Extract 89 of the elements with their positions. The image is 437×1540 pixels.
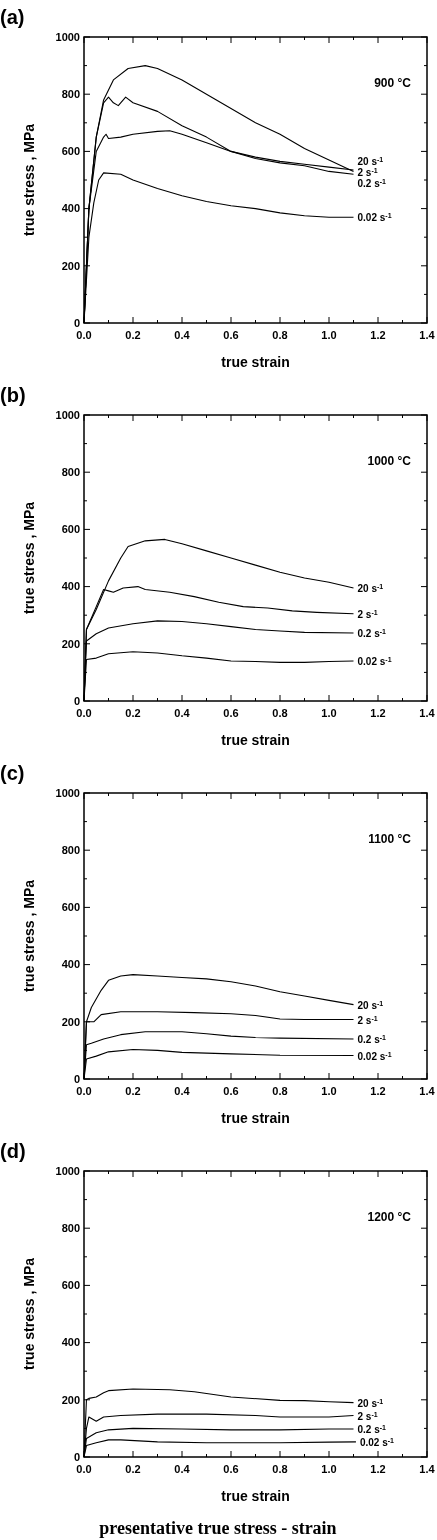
x-tick-label: 1.0 bbox=[321, 1463, 337, 1475]
y-axis-title: true stress , MPa bbox=[21, 501, 37, 615]
series-label: 2 s$^{-1}$ bbox=[357, 608, 378, 620]
y-tick-label: 1000 bbox=[55, 408, 80, 421]
y-tick-label: 400 bbox=[61, 580, 80, 593]
series-label: 0.02 s$^{-1}$ bbox=[359, 1436, 395, 1448]
y-tick-label: 1000 bbox=[55, 786, 80, 799]
y-tick-label: 400 bbox=[61, 958, 80, 971]
y-tick-label: 600 bbox=[61, 1279, 80, 1292]
series-label: 0.2 s$^{-1}$ bbox=[357, 177, 387, 189]
y-tick-label: 200 bbox=[61, 1015, 80, 1028]
y-axis-title: true stress , MPa bbox=[21, 123, 37, 237]
chart-title: (b) bbox=[0, 384, 26, 406]
chart-title: (a) bbox=[0, 6, 25, 28]
x-tick-label: 0.4 bbox=[174, 1085, 191, 1097]
annotation: 1100 °C bbox=[368, 832, 412, 846]
x-tick-label: 0.0 bbox=[76, 329, 92, 341]
x-axis-title: true strain bbox=[221, 1488, 290, 1504]
x-tick-label: 0.2 bbox=[125, 329, 141, 341]
x-tick-label: 0.6 bbox=[223, 1085, 239, 1097]
y-tick-label: 0 bbox=[73, 1450, 80, 1463]
x-tick-label: 1.2 bbox=[370, 1463, 386, 1475]
y-tick-label: 600 bbox=[61, 901, 80, 914]
series-label: 0.02 s$^{-1}$ bbox=[357, 1050, 392, 1062]
x-tick-label: 0.6 bbox=[223, 329, 239, 341]
series-label: 0.2 s$^{-1}$ bbox=[357, 1423, 387, 1435]
y-tick-label: 0 bbox=[73, 694, 80, 707]
x-axis-title: true strain bbox=[221, 1110, 290, 1126]
x-tick-label: 1.4 bbox=[419, 1463, 436, 1475]
y-tick-label: 200 bbox=[61, 637, 80, 650]
x-tick-label: 1.4 bbox=[419, 1085, 436, 1097]
y-tick-label: 0 bbox=[73, 1072, 80, 1085]
series-label: 0.02 s$^{-1}$ bbox=[357, 211, 392, 224]
x-tick-label: 0.6 bbox=[223, 1463, 239, 1475]
x-tick-label: 1.4 bbox=[419, 329, 436, 341]
y-tick-label: 1000 bbox=[55, 1164, 80, 1177]
x-axis-title: true strain bbox=[221, 732, 290, 748]
chart-title: (d) bbox=[0, 1140, 26, 1162]
x-tick-label: 0.8 bbox=[272, 329, 288, 341]
y-tick-label: 0 bbox=[73, 316, 80, 329]
series-label: 2 s$^{-1}$ bbox=[357, 1014, 378, 1026]
y-tick-label: 200 bbox=[61, 259, 80, 272]
x-tick-label: 1.2 bbox=[370, 707, 386, 719]
y-tick-label: 600 bbox=[61, 145, 80, 158]
y-tick-label: 800 bbox=[61, 88, 80, 101]
x-tick-label: 1.0 bbox=[321, 1085, 337, 1097]
x-tick-label: 0.2 bbox=[125, 1463, 141, 1475]
y-tick-label: 1000 bbox=[55, 30, 80, 43]
x-tick-label: 0.4 bbox=[174, 1463, 191, 1475]
y-tick-label: 800 bbox=[61, 1222, 80, 1235]
series-label: 20 s$^{-1}$ bbox=[357, 999, 384, 1011]
x-tick-label: 1.0 bbox=[321, 707, 337, 719]
x-tick-label: 0.6 bbox=[223, 707, 239, 719]
y-tick-label: 600 bbox=[61, 523, 80, 536]
x-tick-label: 0.8 bbox=[272, 707, 288, 719]
series-label: 0.2 s$^{-1}$ bbox=[357, 1033, 387, 1045]
y-tick-label: 400 bbox=[61, 1336, 80, 1349]
x-tick-label: 0.8 bbox=[272, 1085, 288, 1097]
x-tick-label: 0.8 bbox=[272, 1463, 288, 1475]
y-tick-label: 800 bbox=[61, 844, 80, 857]
y-axis-title: true stress , MPa bbox=[21, 1257, 37, 1371]
x-tick-label: 1.4 bbox=[419, 707, 436, 719]
x-tick-label: 0.4 bbox=[174, 707, 191, 719]
text: presentative true stress - strain bbox=[99, 1518, 337, 1538]
series-label: 2 s$^{-1}$ bbox=[357, 1410, 378, 1422]
x-tick-label: 0.0 bbox=[76, 1463, 92, 1475]
x-axis-title: true strain bbox=[221, 354, 290, 370]
series-label: 0.02 s$^{-1}$ bbox=[357, 655, 392, 667]
y-axis-title: true stress , MPa bbox=[21, 879, 37, 993]
series-label: 0.2 s$^{-1}$ bbox=[357, 627, 387, 639]
x-tick-label: 0.0 bbox=[76, 707, 92, 719]
annotation: 1000 °C bbox=[367, 454, 412, 468]
x-tick-label: 1.2 bbox=[370, 329, 386, 341]
x-tick-label: 0.2 bbox=[125, 707, 141, 719]
annotation: 900 °C bbox=[374, 76, 412, 90]
annotation: 1200 °C bbox=[367, 1210, 412, 1224]
y-tick-label: 200 bbox=[61, 1393, 80, 1406]
series-label: 20 s$^{-1}$ bbox=[357, 155, 384, 167]
series-label: 20 s$^{-1}$ bbox=[357, 1397, 384, 1409]
x-tick-label: 0.4 bbox=[174, 329, 191, 341]
x-tick-label: 1.0 bbox=[321, 329, 337, 341]
y-tick-label: 400 bbox=[61, 202, 80, 215]
chart-title: (c) bbox=[0, 762, 25, 784]
y-tick-label: 800 bbox=[61, 466, 80, 479]
x-tick-label: 0.0 bbox=[76, 1085, 92, 1097]
series-label: 20 s$^{-1}$ bbox=[357, 582, 384, 595]
series-label: 2 s$^{-1}$ bbox=[357, 166, 378, 178]
x-tick-label: 0.2 bbox=[125, 1085, 141, 1097]
x-tick-label: 1.2 bbox=[370, 1085, 386, 1097]
